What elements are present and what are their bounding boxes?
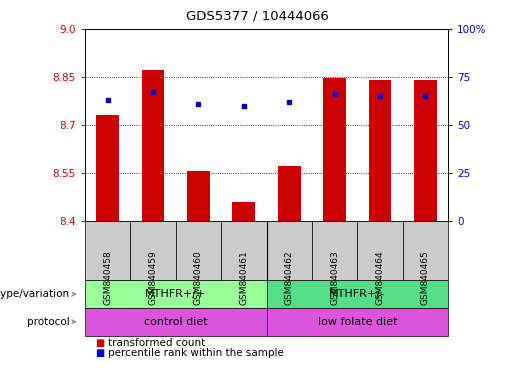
Text: GSM840460: GSM840460 xyxy=(194,251,203,305)
Text: GSM840463: GSM840463 xyxy=(330,251,339,305)
Text: percentile rank within the sample: percentile rank within the sample xyxy=(108,348,284,358)
Text: genotype/variation: genotype/variation xyxy=(0,289,70,299)
Bar xyxy=(369,80,391,221)
Text: GSM840458: GSM840458 xyxy=(103,251,112,305)
Text: transformed count: transformed count xyxy=(108,338,205,348)
Bar xyxy=(96,115,119,221)
Bar xyxy=(323,78,346,221)
Text: protocol: protocol xyxy=(27,317,70,327)
Bar xyxy=(187,171,210,221)
Text: control diet: control diet xyxy=(144,317,208,327)
Text: GSM840465: GSM840465 xyxy=(421,251,430,305)
Text: ■: ■ xyxy=(95,338,105,348)
Bar xyxy=(414,80,437,221)
Text: GSM840464: GSM840464 xyxy=(375,251,385,305)
Text: GDS5377 / 10444066: GDS5377 / 10444066 xyxy=(186,10,329,23)
Text: ■: ■ xyxy=(95,348,105,358)
Text: GSM840459: GSM840459 xyxy=(148,251,158,305)
Bar xyxy=(232,202,255,221)
Text: low folate diet: low folate diet xyxy=(318,317,397,327)
Bar xyxy=(142,70,164,221)
Text: GSM840462: GSM840462 xyxy=(285,251,294,305)
Text: MTHFR+/-: MTHFR+/- xyxy=(329,289,385,299)
Bar xyxy=(278,166,301,221)
Text: GSM840461: GSM840461 xyxy=(239,251,248,305)
Text: MTHFR+/+: MTHFR+/+ xyxy=(145,289,207,299)
